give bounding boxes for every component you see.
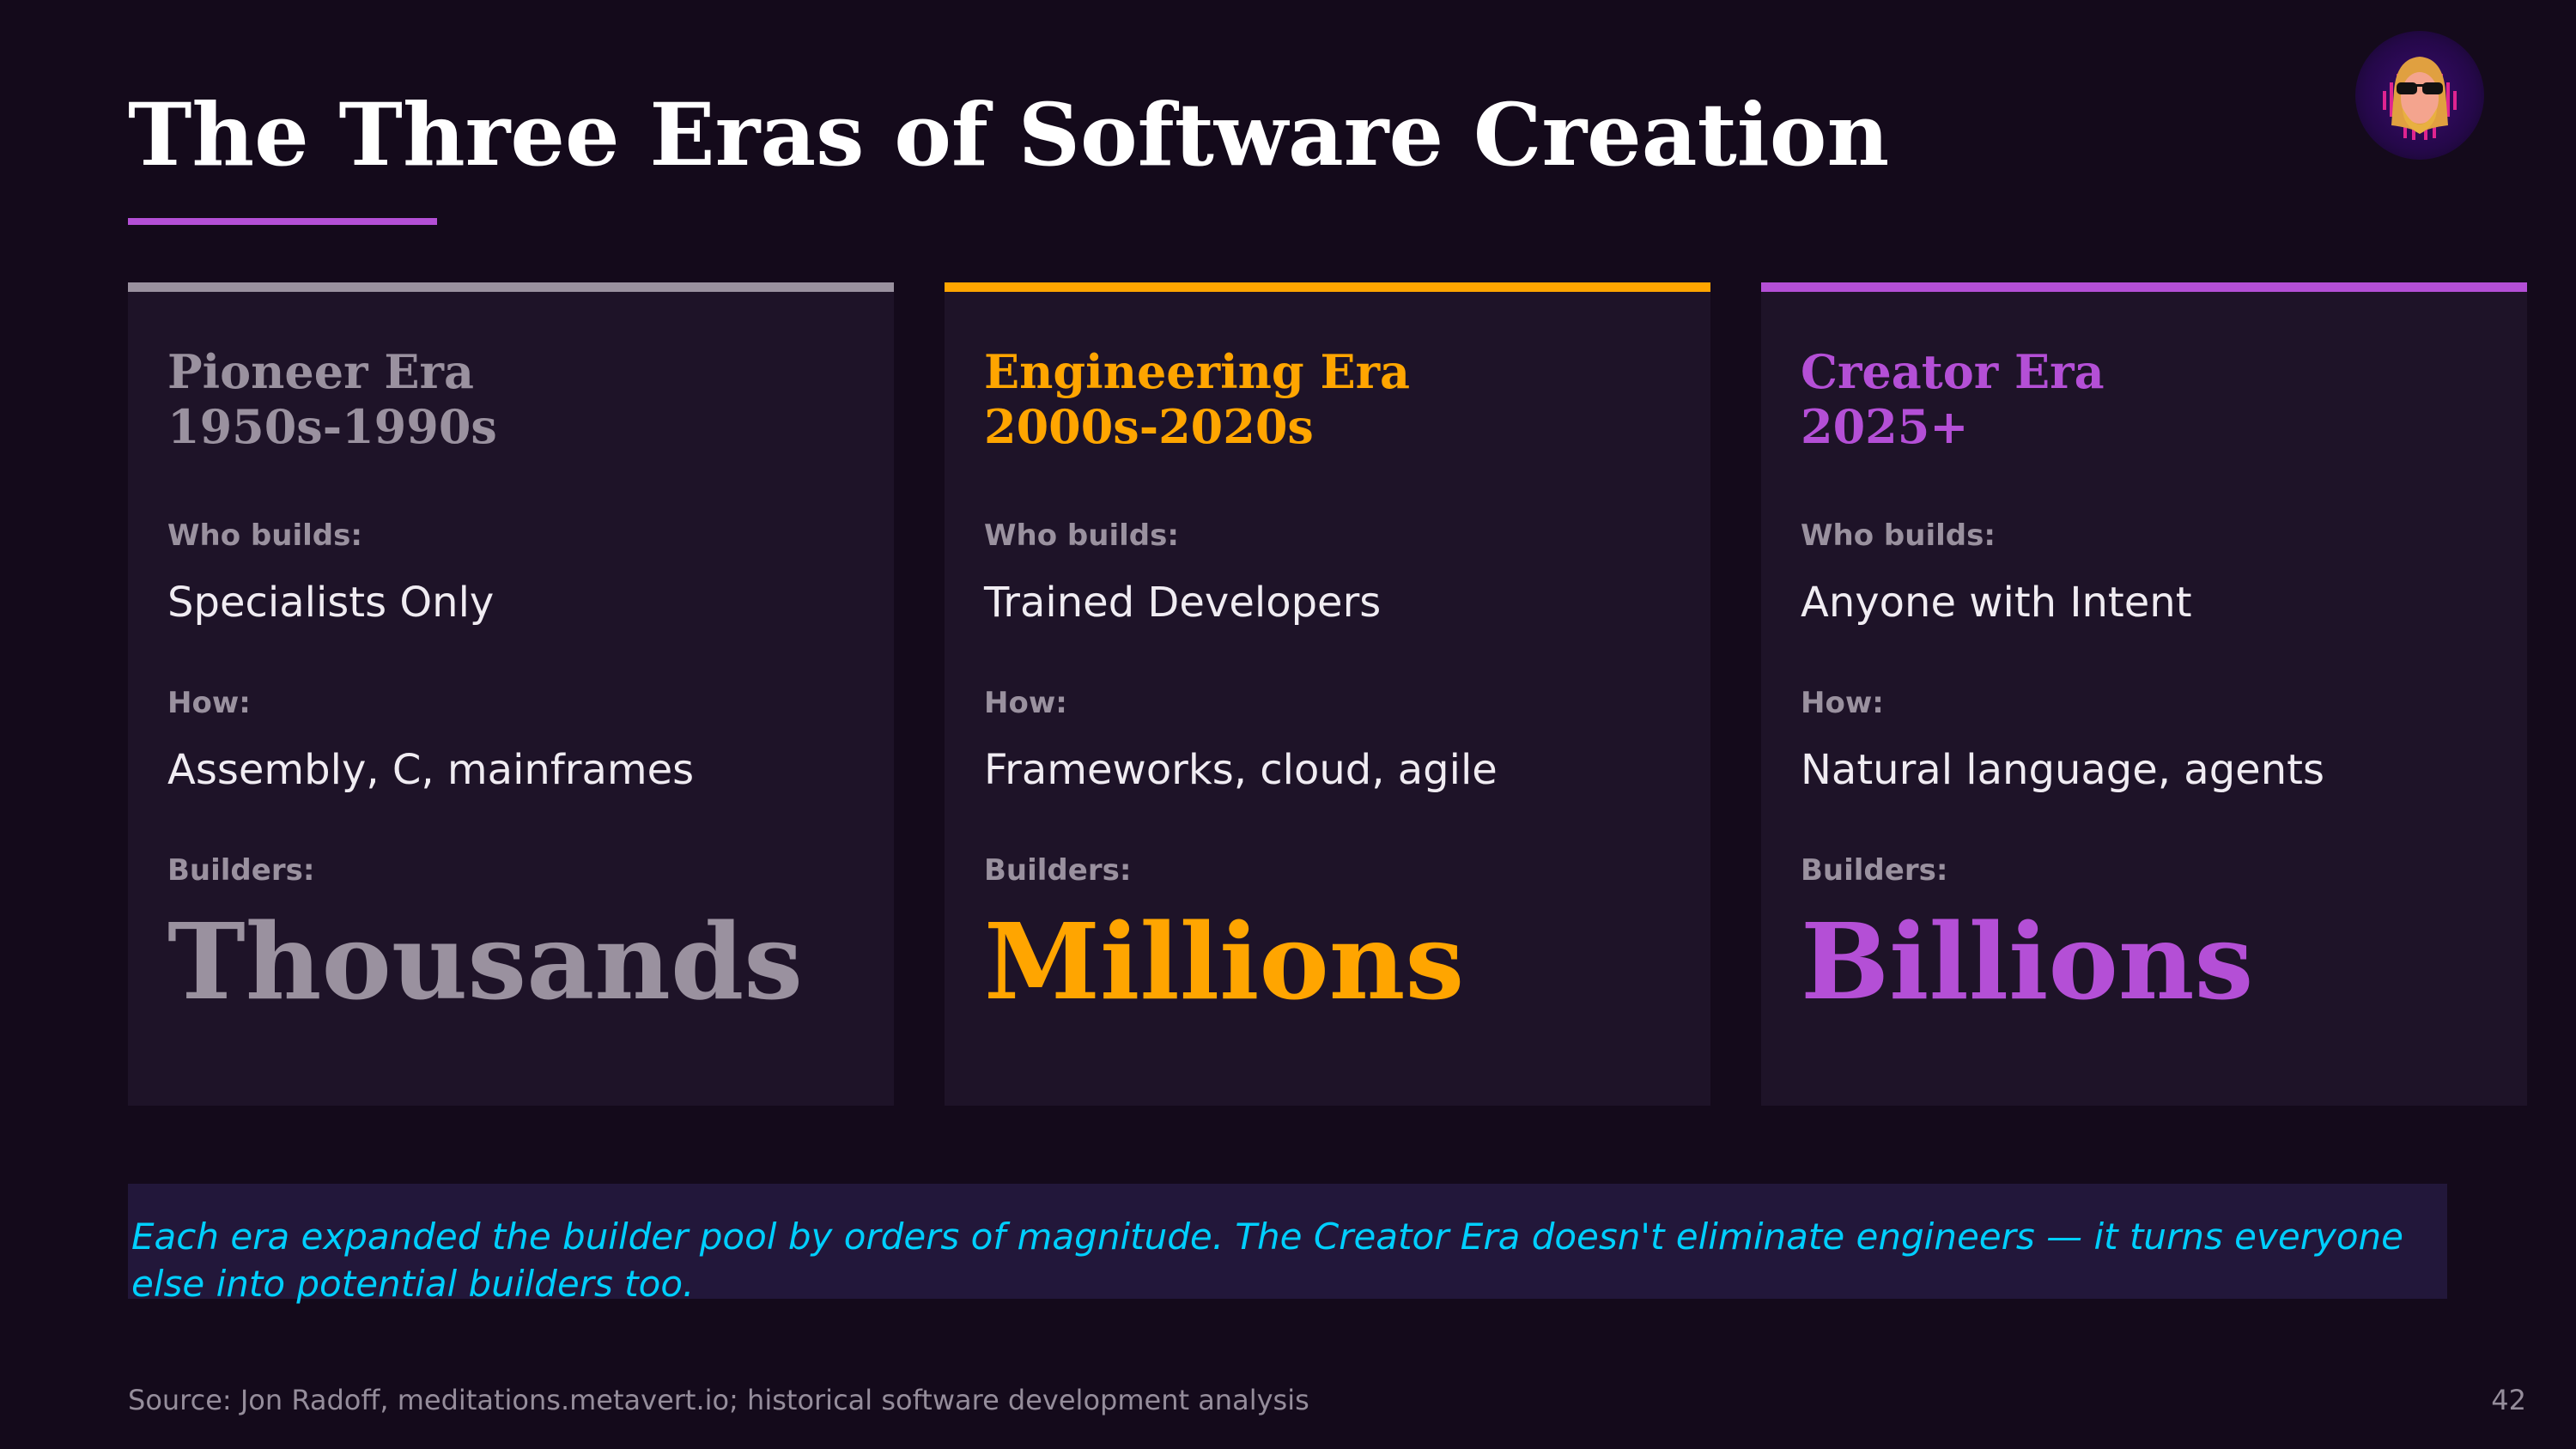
builders-label: Builders: [167,853,315,888]
who-label: Who builds: [1801,518,1996,553]
builders-value: Millions [984,900,1465,1023]
how-label: How: [167,686,251,720]
title-underline [128,218,437,225]
who-label: Who builds: [984,518,1179,553]
builders-label: Builders: [984,853,1132,888]
era-heading: Pioneer Era 1950s-1990s [167,344,497,454]
who-value: Specialists Only [167,579,495,627]
who-value: Trained Developers [984,579,1382,627]
how-value: Natural language, agents [1801,746,2324,794]
era-card-engineering: Engineering Era 2000s-2020s Who builds: … [945,282,1710,1106]
era-heading: Creator Era 2025+ [1801,344,2105,454]
source-citation: Source: Jon Radoff, meditations.metavert… [128,1384,1309,1416]
builders-value: Billions [1801,900,2254,1023]
how-value: Assembly, C, mainframes [167,746,695,794]
callout-text: Each era expanded the builder pool by or… [131,1216,2403,1305]
who-label: Who builds: [167,518,362,553]
how-value: Frameworks, cloud, agile [984,746,1498,794]
page-number: 42 [2491,1384,2526,1416]
how-label: How: [1801,686,1884,720]
era-accent-bar [1761,282,2527,292]
callout-box: Each era expanded the builder pool by or… [128,1184,2447,1305]
era-accent-bar [945,282,1710,292]
era-name: Creator Era [1801,344,2105,399]
era-period: 1950s-1990s [167,399,497,454]
page-title: The Three Eras of Software Creation [128,84,1890,185]
builders-value: Thousands [167,900,803,1023]
era-card-creator: Creator Era 2025+ Who builds: Anyone wit… [1761,282,2527,1106]
era-heading: Engineering Era 2000s-2020s [984,344,1410,454]
era-period: 2000s-2020s [984,399,1314,454]
era-name: Pioneer Era [167,344,474,399]
era-card-pioneer: Pioneer Era 1950s-1990s Who builds: Spec… [128,282,894,1106]
era-period: 2025+ [1801,399,1969,454]
era-accent-bar [128,282,894,292]
era-name: Engineering Era [984,344,1411,399]
avatar [2355,31,2484,160]
how-label: How: [984,686,1067,720]
builders-label: Builders: [1801,853,1948,888]
who-value: Anyone with Intent [1801,579,2192,627]
avatar-icon [2383,57,2457,140]
